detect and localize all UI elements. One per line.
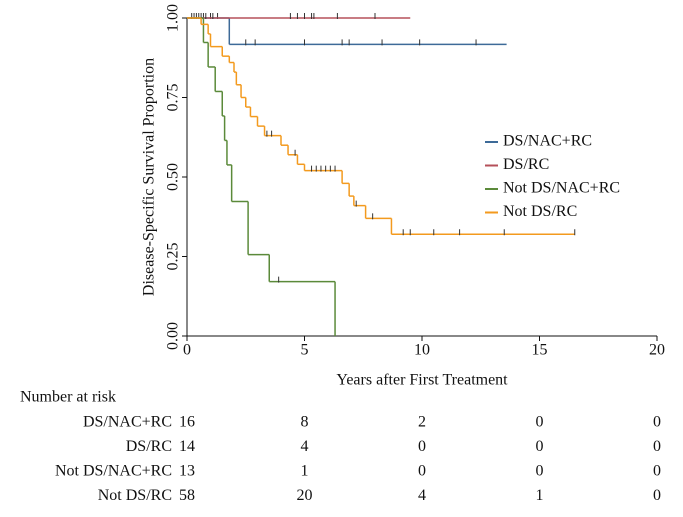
risk-count: 14 (179, 438, 195, 455)
risk-count: 20 (297, 487, 313, 504)
x-tick-label: 20 (649, 342, 665, 359)
risk-count: 0 (536, 463, 544, 480)
x-tick-label: 15 (532, 342, 548, 359)
x-tick-label: 10 (414, 342, 430, 359)
x-tick-label: 5 (301, 342, 309, 359)
risk-count: 0 (418, 463, 426, 480)
y-tick-label: 1.00 (165, 4, 182, 32)
legend-label: Not DS/NAC+RC (503, 180, 620, 197)
risk-count: 0 (653, 438, 661, 455)
risk-count: 58 (179, 487, 195, 504)
x-tick-label: 0 (183, 342, 191, 359)
risk-count: 13 (179, 463, 195, 480)
risk-row-label: DS/RC (126, 438, 172, 455)
risk-count: 0 (653, 463, 661, 480)
risk-count: 0 (536, 414, 544, 431)
y-tick-label: 0.75 (165, 84, 182, 112)
legend-label: DS/RC (503, 156, 549, 173)
risk-row-label: Not DS/NAC+RC (55, 463, 172, 480)
risk-count: 8 (301, 414, 309, 431)
legend-label: DS/NAC+RC (503, 133, 592, 150)
risk-row-label: Not DS/RC (98, 487, 172, 504)
risk-count: 0 (536, 438, 544, 455)
risk-row-label: DS/NAC+RC (83, 414, 172, 431)
risk-count: 4 (418, 487, 426, 504)
risk-table-title: Number at risk (20, 389, 116, 406)
risk-count: 2 (418, 414, 426, 431)
risk-count: 16 (179, 414, 195, 431)
x-axis-title: Years after First Treatment (336, 372, 508, 389)
risk-count: 0 (653, 487, 661, 504)
y-tick-label: 0.00 (165, 322, 182, 350)
risk-count: 4 (301, 438, 309, 455)
y-tick-label: 0.25 (165, 243, 182, 271)
risk-count: 0 (653, 414, 661, 431)
risk-count: 0 (418, 438, 426, 455)
risk-count: 1 (536, 487, 544, 504)
risk-count: 1 (301, 463, 309, 480)
y-tick-label: 0.50 (165, 163, 182, 191)
y-axis-title: Disease-Specific Survival Proportion (141, 58, 158, 296)
legend-label: Not DS/RC (503, 203, 577, 220)
